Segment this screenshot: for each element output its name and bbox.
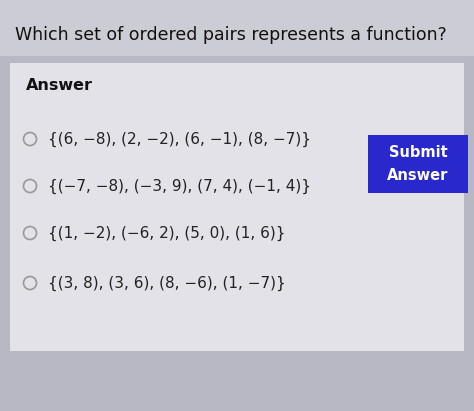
Text: {(−7, −8), (−3, 9), (7, 4), (−1, 4)}: {(−7, −8), (−3, 9), (7, 4), (−1, 4)} (48, 178, 311, 194)
Text: {(1, −2), (−6, 2), (5, 0), (1, 6)}: {(1, −2), (−6, 2), (5, 0), (1, 6)} (48, 225, 285, 240)
Text: Answer: Answer (26, 78, 93, 92)
Text: Submit
Answer: Submit Answer (387, 145, 449, 182)
Text: Which set of ordered pairs represents a function?: Which set of ordered pairs represents a … (15, 26, 447, 44)
FancyBboxPatch shape (0, 0, 474, 56)
Text: {(3, 8), (3, 6), (8, −6), (1, −7)}: {(3, 8), (3, 6), (8, −6), (1, −7)} (48, 275, 286, 291)
FancyBboxPatch shape (368, 135, 468, 193)
Text: {(6, −8), (2, −2), (6, −1), (8, −7)}: {(6, −8), (2, −2), (6, −1), (8, −7)} (48, 132, 311, 147)
FancyBboxPatch shape (10, 63, 464, 351)
